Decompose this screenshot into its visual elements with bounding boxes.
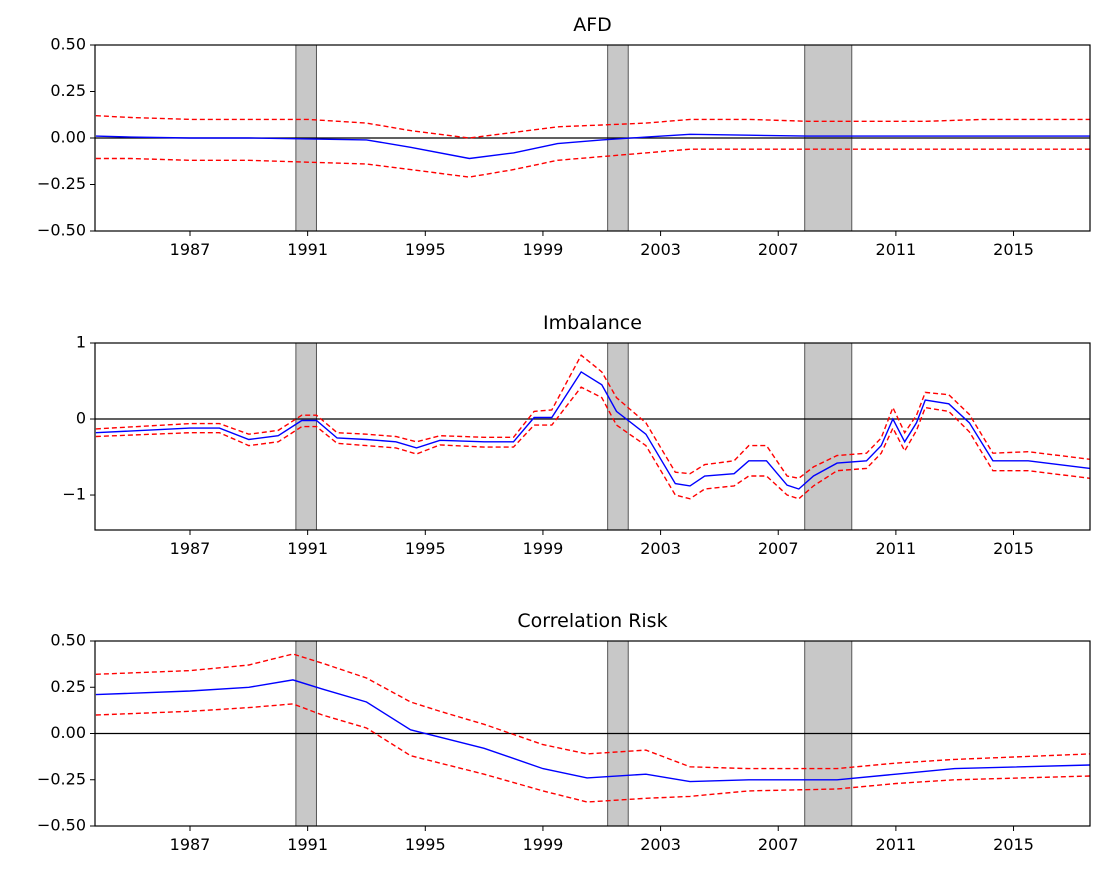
- x-tick-label: 2015: [993, 240, 1034, 259]
- x-tick-label: 1999: [523, 240, 564, 259]
- x-tick-label: 1995: [405, 240, 446, 259]
- series-line: [95, 679, 1091, 783]
- x-tick-label: 2011: [876, 240, 917, 259]
- y-tick-label: 0.25: [50, 677, 86, 696]
- series-line: [95, 703, 1091, 803]
- y-tick-label: −0.25: [37, 769, 86, 788]
- x-tick-label: 1991: [287, 835, 328, 854]
- x-tick-label: 2015: [993, 835, 1034, 854]
- shaded-region: [607, 342, 629, 531]
- shaded-region: [804, 342, 853, 531]
- y-tick-label: 1: [76, 333, 86, 352]
- y-tick-label: −1: [62, 485, 86, 504]
- x-tick-label: 2015: [993, 539, 1034, 558]
- x-tick-label: 2007: [758, 539, 799, 558]
- y-tick-label: 0.25: [50, 81, 86, 100]
- x-tick-label: 2007: [758, 240, 799, 259]
- series-line: [95, 133, 1090, 160]
- x-tick-label: 2003: [640, 539, 681, 558]
- plot-frame: [94, 342, 1091, 531]
- series-line: [95, 354, 1091, 480]
- y-tick-label: 0.00: [50, 128, 86, 147]
- x-tick-label: 2011: [876, 835, 917, 854]
- y-tick-label: −0.50: [37, 816, 86, 835]
- x-tick-label: 1995: [405, 539, 446, 558]
- x-tick-label: 2003: [640, 835, 681, 854]
- series-line: [95, 148, 1090, 178]
- x-tick-label: 2003: [640, 240, 681, 259]
- x-tick-label: 1999: [523, 835, 564, 854]
- series-line: [95, 386, 1091, 500]
- y-tick-label: 0: [76, 409, 86, 428]
- x-tick-label: 2007: [758, 835, 799, 854]
- series-line: [95, 370, 1091, 490]
- x-tick-label: 1987: [170, 539, 211, 558]
- y-tick-label: 0.50: [50, 631, 86, 650]
- y-tick-label: 0.00: [50, 723, 86, 742]
- series-line: [95, 115, 1090, 139]
- x-tick-label: 1995: [405, 835, 446, 854]
- x-tick-label: 1991: [287, 240, 328, 259]
- chart-title: AFD: [573, 14, 612, 36]
- x-tick-label: 1987: [170, 835, 211, 854]
- x-tick-label: 1987: [170, 240, 211, 259]
- shaded-region: [295, 342, 317, 531]
- x-tick-label: 2011: [876, 539, 917, 558]
- y-tick-label: −0.50: [37, 221, 86, 240]
- x-tick-label: 1991: [287, 539, 328, 558]
- series-line: [95, 653, 1091, 770]
- y-tick-label: −0.25: [37, 174, 86, 193]
- chart-title: Correlation Risk: [517, 610, 667, 632]
- y-tick-label: 0.50: [50, 35, 86, 54]
- x-tick-label: 1999: [523, 539, 564, 558]
- chart-title: Imbalance: [543, 312, 642, 334]
